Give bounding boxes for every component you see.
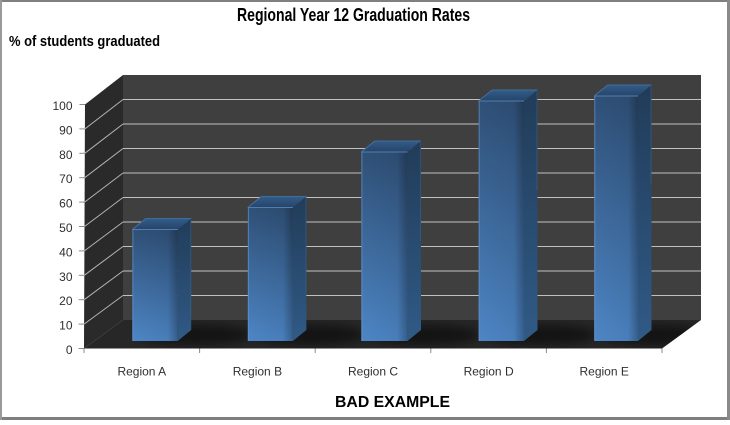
svg-text:Region A: Region A	[117, 365, 166, 379]
svg-text:BAD EXAMPLE: BAD EXAMPLE	[335, 394, 450, 411]
svg-text:Region E: Region E	[580, 365, 629, 379]
svg-text:60: 60	[59, 197, 73, 211]
svg-text:40: 40	[59, 245, 73, 259]
svg-text:Region D: Region D	[464, 365, 514, 379]
svg-text:80: 80	[59, 148, 73, 162]
svg-text:% of students graduated: % of students graduated	[9, 33, 160, 50]
svg-text:50: 50	[59, 221, 73, 235]
svg-text:70: 70	[59, 172, 73, 186]
svg-text:30: 30	[59, 270, 73, 284]
svg-text:Regional Year 12 Graduation Ra: Regional Year 12 Graduation Rates	[237, 5, 470, 25]
svg-text:20: 20	[59, 294, 73, 308]
svg-text:Region C: Region C	[348, 365, 398, 379]
svg-text:100: 100	[52, 99, 72, 113]
svg-text:10: 10	[59, 319, 73, 333]
svg-text:90: 90	[59, 123, 73, 137]
svg-text:Region B: Region B	[233, 365, 282, 379]
svg-text:0: 0	[66, 343, 73, 357]
